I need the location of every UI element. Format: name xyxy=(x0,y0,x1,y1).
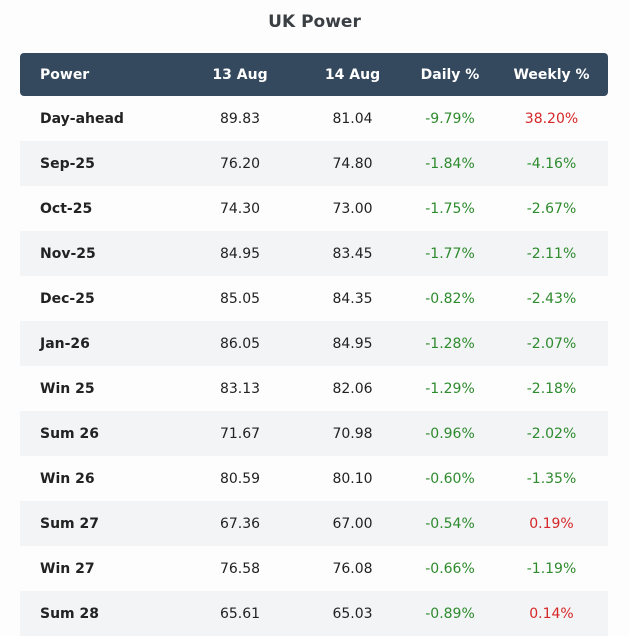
table-row: Dec-25 85.05 84.35 -0.82% -2.43% xyxy=(20,276,608,321)
value-14-aug: 70.98 xyxy=(332,425,373,442)
daily-pct: -0.96% xyxy=(425,425,475,442)
daily-pct: -1.29% xyxy=(425,380,475,397)
weekly-pct: -2.43% xyxy=(526,290,577,307)
weekly-pct: 38.20% xyxy=(524,110,579,127)
header-power: Power xyxy=(40,66,90,83)
value-14-aug: 84.95 xyxy=(332,335,373,352)
row-name: Jan-26 xyxy=(40,335,90,352)
value-14-aug: 84.35 xyxy=(332,290,373,307)
weekly-pct: -2.02% xyxy=(526,425,577,442)
value-13-aug: 67.36 xyxy=(219,515,261,532)
value-13-aug: 84.95 xyxy=(219,245,261,262)
row-name: Oct-25 xyxy=(40,200,93,217)
table-row: Oct-25 74.30 73.00 -1.75% -2.67% xyxy=(20,186,608,231)
table-row: Day-ahead 89.83 81.04 -9.79% 38.20% xyxy=(20,96,608,141)
daily-pct: -1.75% xyxy=(425,200,475,217)
value-13-aug: 76.20 xyxy=(219,155,261,172)
row-name: Sep-25 xyxy=(40,155,95,172)
value-14-aug: 65.03 xyxy=(332,605,373,622)
value-13-aug: 85.05 xyxy=(219,290,261,307)
value-13-aug: 74.30 xyxy=(219,200,261,217)
daily-pct: -0.60% xyxy=(425,470,475,487)
table-row: Sep-25 76.20 74.80 -1.84% -4.16% xyxy=(20,141,608,186)
value-14-aug: 83.45 xyxy=(332,245,373,262)
value-13-aug: 80.59 xyxy=(219,470,261,487)
value-14-aug: 76.08 xyxy=(332,560,373,577)
weekly-pct: -2.18% xyxy=(526,380,577,397)
weekly-pct: -1.35% xyxy=(526,470,577,487)
daily-pct: -0.82% xyxy=(425,290,475,307)
row-name: Sum 26 xyxy=(40,425,99,442)
daily-pct: -9.79% xyxy=(425,110,475,127)
weekly-pct: -2.67% xyxy=(526,200,577,217)
header-weekly-pct: Weekly % xyxy=(513,66,590,83)
power-table: Power 13 Aug 14 Aug Daily % Weekly % Day… xyxy=(20,53,608,636)
table-row: Nov-25 84.95 83.45 -1.77% -2.11% xyxy=(20,231,608,276)
table-row: Win 27 76.58 76.08 -0.66% -1.19% xyxy=(20,546,608,591)
daily-pct: -1.28% xyxy=(425,335,475,352)
table-body: Day-ahead 89.83 81.04 -9.79% 38.20% Sep-25 76.… xyxy=(20,96,608,636)
value-14-aug: 82.06 xyxy=(332,380,373,397)
table-row: Win 25 83.13 82.06 -1.29% -2.18% xyxy=(20,366,608,411)
row-name: Sum 27 xyxy=(40,515,99,532)
row-name: Dec-25 xyxy=(40,290,95,307)
value-13-aug: 83.13 xyxy=(219,380,261,397)
value-14-aug: 74.80 xyxy=(332,155,373,172)
value-14-aug: 67.00 xyxy=(332,515,373,532)
daily-pct: -1.77% xyxy=(425,245,475,262)
value-13-aug: 86.05 xyxy=(219,335,261,352)
table-title: UK Power xyxy=(268,12,361,32)
value-14-aug: 80.10 xyxy=(332,470,373,487)
value-13-aug: 76.58 xyxy=(219,560,261,577)
table-row: Jan-26 86.05 84.95 -1.28% -2.07% xyxy=(20,321,608,366)
header-14-aug: 14 Aug xyxy=(324,66,381,83)
value-13-aug: 65.61 xyxy=(219,605,261,622)
daily-pct: -0.89% xyxy=(425,605,475,622)
value-13-aug: 89.83 xyxy=(219,110,261,127)
weekly-pct: -2.07% xyxy=(526,335,577,352)
header-daily-pct: Daily % xyxy=(420,66,480,83)
weekly-pct: 0.14% xyxy=(529,605,574,622)
header-13-aug: 13 Aug xyxy=(212,66,268,83)
value-13-aug: 71.67 xyxy=(219,425,261,442)
row-name: Win 25 xyxy=(40,380,95,397)
table-row: Sum 26 71.67 70.98 -0.96% -2.02% xyxy=(20,411,608,456)
weekly-pct: -1.19% xyxy=(526,560,577,577)
value-14-aug: 81.04 xyxy=(332,110,373,127)
table-row: Sum 27 67.36 67.00 -0.54% 0.19% xyxy=(20,501,608,546)
table-row: Sum 28 65.61 65.03 -0.89% 0.14% xyxy=(20,591,608,636)
table-header: Power 13 Aug 14 Aug Daily % Weekly % xyxy=(20,53,608,96)
value-14-aug: 73.00 xyxy=(332,200,373,217)
row-name: Nov-25 xyxy=(40,245,96,262)
weekly-pct: -4.16% xyxy=(526,155,577,172)
row-name: Day-ahead xyxy=(40,110,124,127)
daily-pct: -0.66% xyxy=(425,560,475,577)
weekly-pct: -2.11% xyxy=(526,245,577,262)
daily-pct: -1.84% xyxy=(425,155,475,172)
row-name: Win 26 xyxy=(40,470,95,487)
row-name: Win 27 xyxy=(40,560,95,577)
daily-pct: -0.54% xyxy=(425,515,475,532)
weekly-pct: 0.19% xyxy=(529,515,574,532)
table-row: Win 26 80.59 80.10 -0.60% -1.35% xyxy=(20,456,608,501)
row-name: Sum 28 xyxy=(40,605,99,622)
